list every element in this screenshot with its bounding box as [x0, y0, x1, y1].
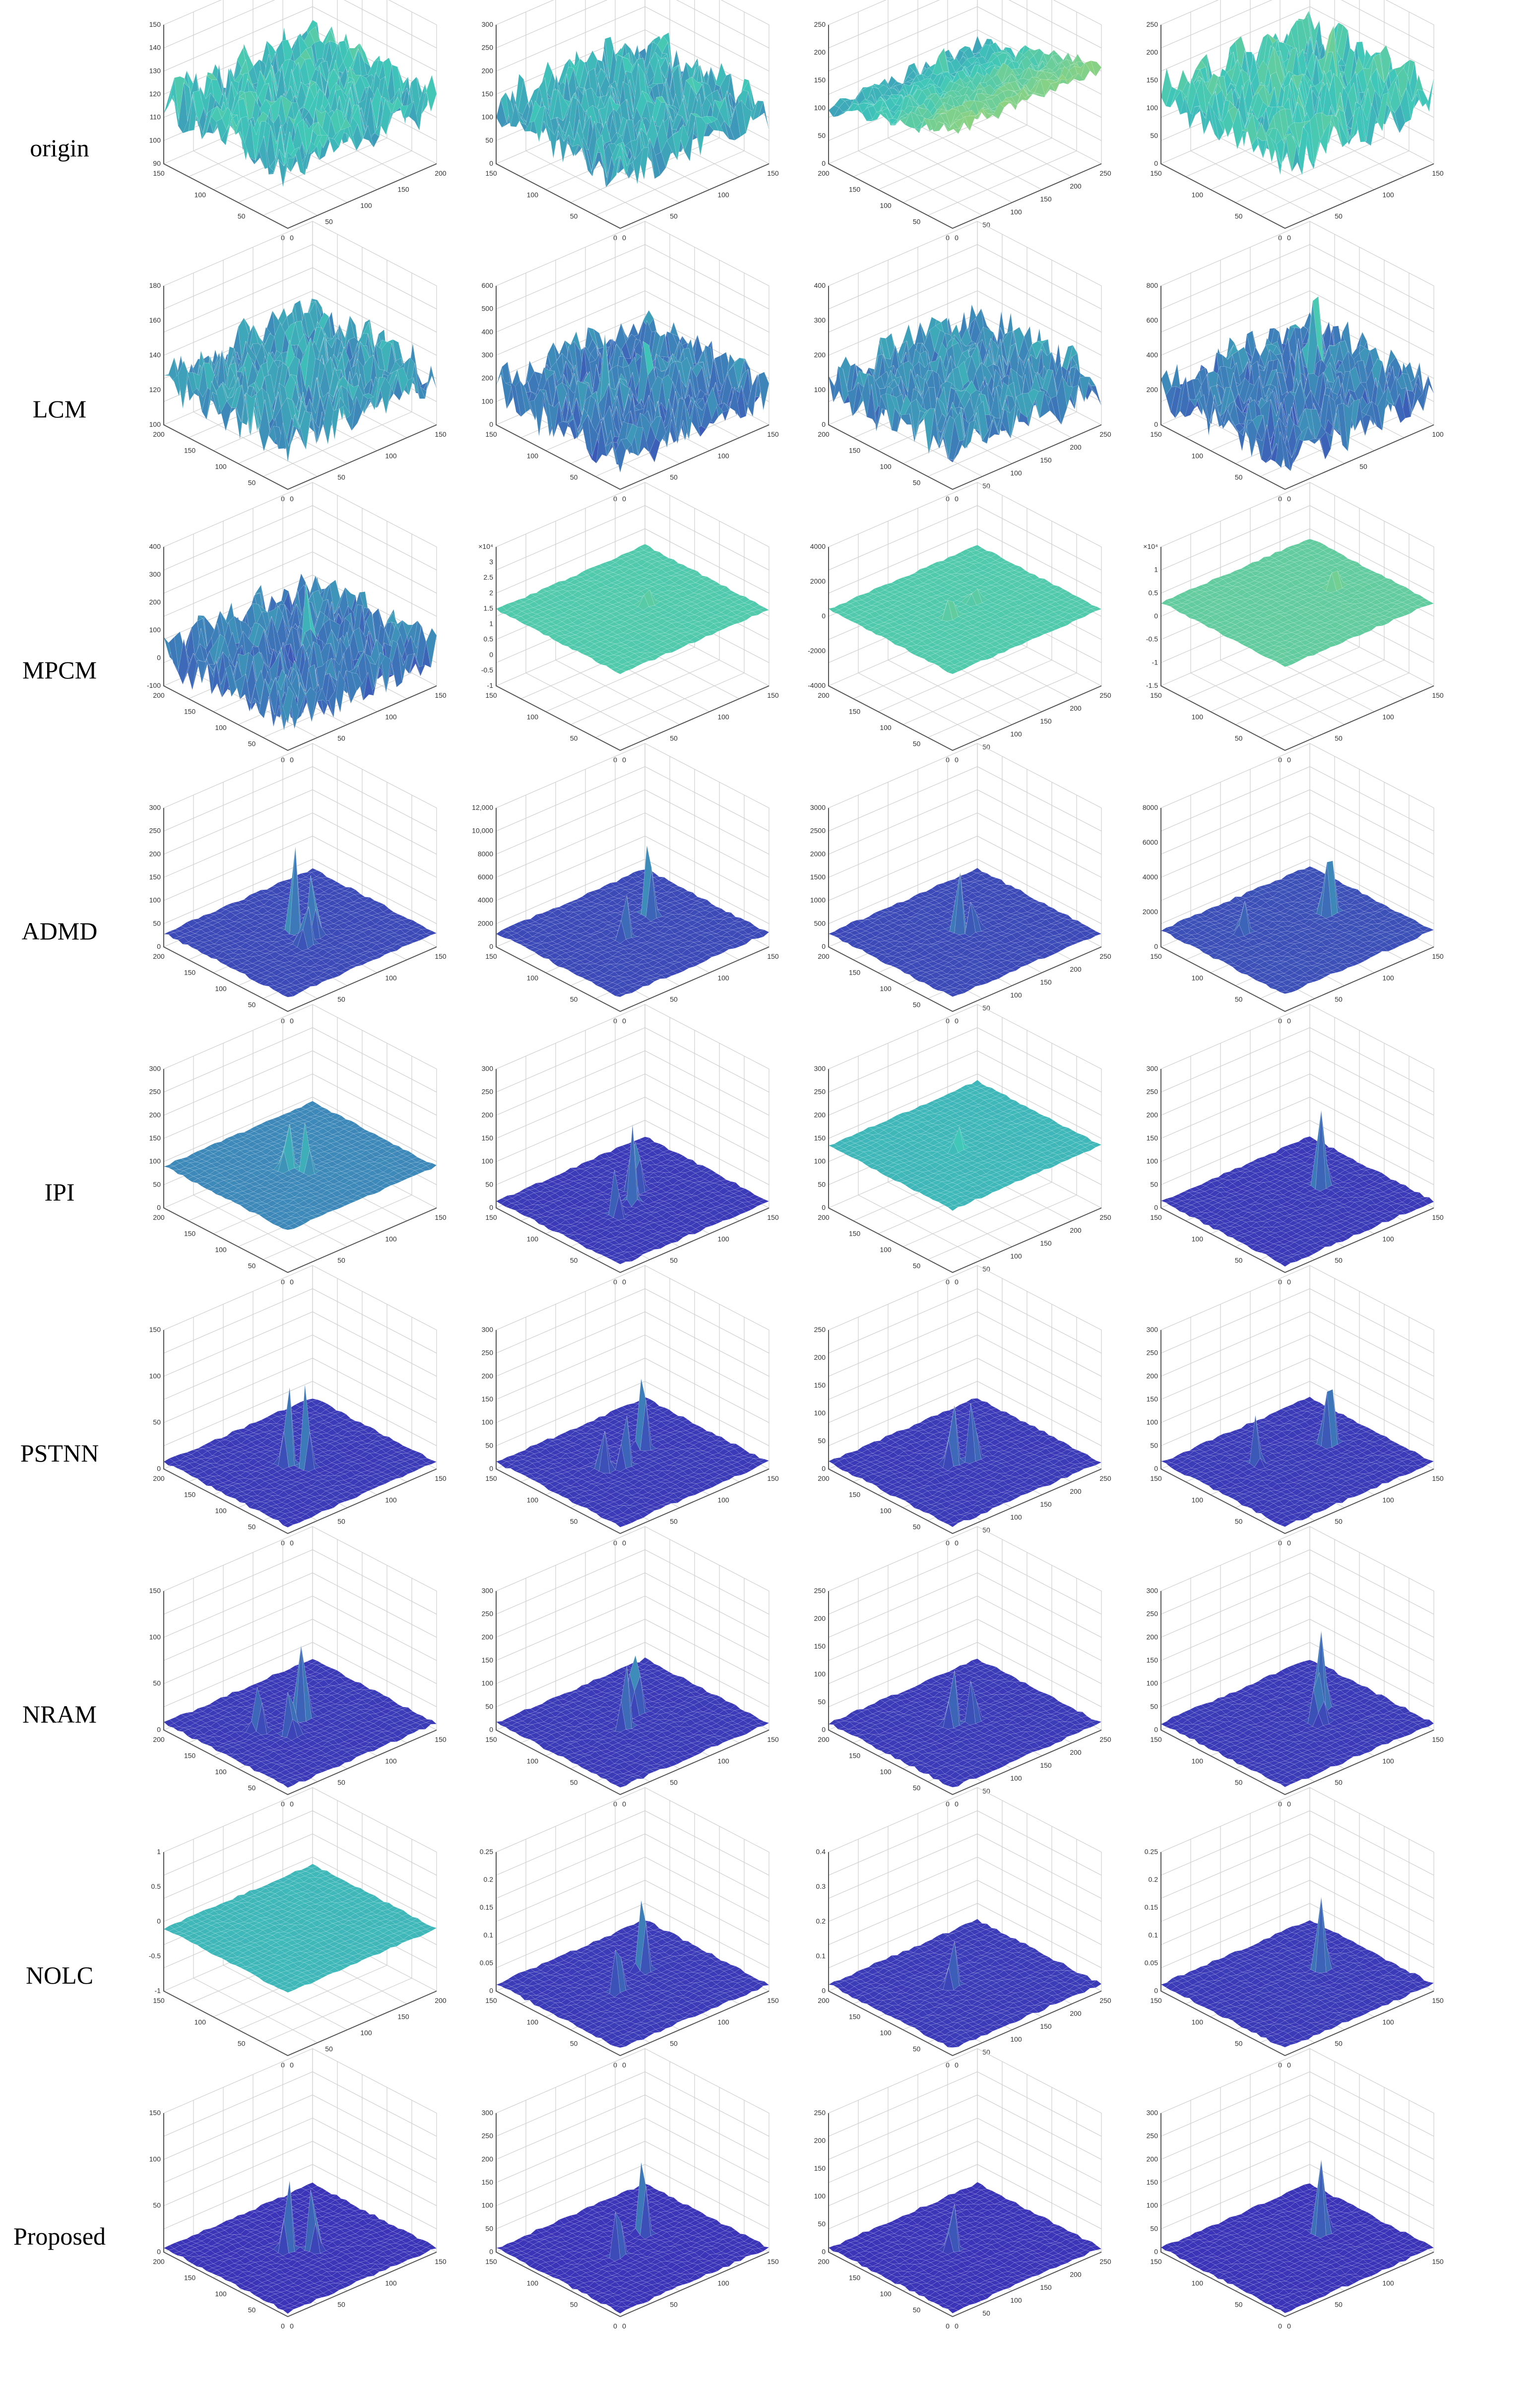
y-tick-label: 100	[1010, 208, 1022, 216]
y-tick-label: 100	[717, 191, 729, 199]
y-tick-label: 150	[767, 169, 779, 177]
x-tick-label: 50	[570, 212, 578, 220]
z-tick-label: 120	[149, 90, 161, 98]
z-tick-label: 0	[489, 159, 493, 167]
method-label-admd: ADMD	[22, 917, 98, 945]
grid-line	[918, 125, 1042, 190]
x-tick-label: 100	[194, 191, 206, 199]
z-tick-label: 110	[150, 113, 161, 121]
y-tick-label: 0	[955, 234, 959, 242]
y-tick-label: 150	[1040, 195, 1052, 203]
x-tick-label: 150	[153, 169, 165, 177]
method-label-lcm: LCM	[33, 395, 86, 423]
y-tick-label: 50	[325, 218, 333, 226]
x-tick-label: 150	[1150, 169, 1162, 177]
z-tick-label: 50	[485, 136, 493, 144]
z-tick-label: 140	[149, 44, 161, 52]
z-tick-label: 150	[149, 20, 161, 28]
y-tick-label: 150	[1432, 169, 1444, 177]
z-tick-label: 150	[1147, 76, 1158, 84]
method-label-pstnn: PSTNN	[20, 1439, 99, 1467]
y-tick-label: 200	[435, 169, 447, 177]
figure-svg: origin LCM MPCM ADMD IPI PSTNN NRAM NOLC Propose…	[0, 0, 1540, 2395]
y-tick-label: 0	[290, 234, 294, 242]
grid-line	[858, 151, 982, 215]
grid-line	[928, 151, 1077, 215]
x-tick-label: 150	[485, 169, 497, 177]
surface-mesh	[164, 299, 437, 463]
z-tick-label: 200	[482, 67, 494, 74]
figure-grid: origin LCM MPCM ADMD IPI PSTNN NRAM NOLC Propose…	[0, 0, 1540, 2395]
y-tick-label: 100	[1382, 191, 1394, 199]
x-tick-label: 50	[1235, 212, 1243, 220]
x-tick-label: 100	[880, 201, 892, 209]
grid-line	[164, 245, 437, 309]
surface-mesh	[1161, 11, 1434, 175]
x-tick-label: 100	[1192, 191, 1204, 199]
y-tick-label: 0	[622, 234, 626, 242]
surface-cell	[426, 365, 437, 391]
y-tick-label: 0	[1287, 234, 1291, 242]
y-tick-label: 100	[360, 201, 372, 209]
surface-mesh	[496, 33, 769, 188]
z-tick-label: 250	[814, 20, 826, 28]
z-tick-label: 130	[149, 67, 161, 74]
method-label-ipi: IPI	[44, 1178, 74, 1206]
x-tick-label: 50	[238, 212, 246, 220]
surface-cell	[426, 75, 437, 112]
method-label-nram: NRAM	[22, 1700, 97, 1728]
z-tick-label: 300	[482, 20, 494, 28]
method-label-mpcm: MPCM	[22, 656, 97, 684]
y-tick-label: 150	[397, 186, 409, 194]
z-tick-label: 100	[482, 113, 494, 121]
surface-mesh	[164, 20, 437, 187]
z-tick-label: 250	[1147, 20, 1158, 28]
z-tick-label: 0	[1154, 159, 1158, 167]
z-tick-label: 150	[814, 76, 826, 84]
grid-line	[903, 138, 1052, 202]
z-tick-label: 100	[814, 104, 826, 112]
grid-line	[878, 125, 1027, 190]
z-tick-label: 0	[822, 159, 826, 167]
method-label-nolc: NOLC	[26, 1961, 93, 1989]
y-tick-label: 50	[670, 212, 678, 220]
z-tick-label: 50	[818, 132, 826, 139]
z-tick-label: 150	[482, 90, 494, 98]
z-tick-label: 200	[814, 48, 826, 56]
z-tick-label: 90	[153, 159, 161, 167]
y-tick-label: 200	[1070, 182, 1082, 190]
z-tick-label: 250	[482, 44, 494, 52]
x-tick-label: 50	[913, 218, 921, 226]
y-tick-label: 50	[1335, 212, 1343, 220]
method-label-origin: origin	[30, 134, 89, 162]
x-tick-label: 100	[527, 191, 539, 199]
z-tick-label: 100	[149, 136, 161, 144]
grid-line	[888, 138, 1012, 202]
x-tick-label: 150	[849, 186, 861, 194]
z-tick-label: 200	[1147, 48, 1158, 56]
y-tick-label: 250	[1099, 169, 1111, 177]
z-tick-label: 100	[1147, 104, 1158, 112]
x-tick-label: 200	[818, 169, 830, 177]
z-tick-label: 50	[1150, 132, 1158, 139]
method-label-proposed: Proposed	[13, 2222, 106, 2250]
